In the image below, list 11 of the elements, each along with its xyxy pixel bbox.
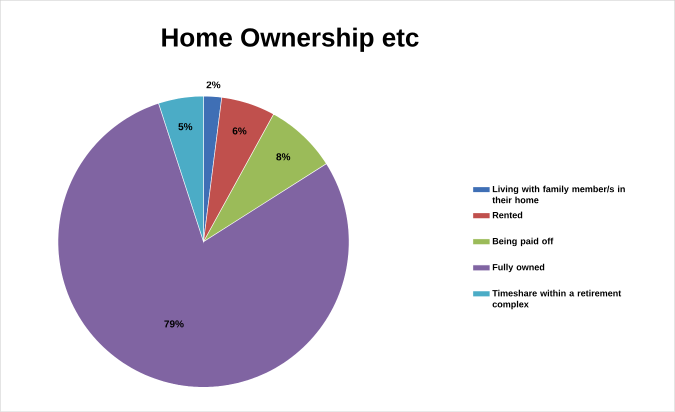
data-label: 79% <box>164 320 184 328</box>
data-label: 2% <box>206 81 220 88</box>
chart-title: Home Ownership etc <box>162 28 419 52</box>
legend-label: Living with family member/s in their home <box>492 186 625 204</box>
legend-label: Timeshare within a retirement complex <box>492 290 622 310</box>
data-label: 8% <box>276 153 290 160</box>
data-label: 5% <box>178 123 192 130</box>
legend-label: Fully owned <box>492 264 544 272</box>
data-label: 6% <box>232 128 246 135</box>
legend-label: Being paid off <box>492 238 554 246</box>
legend-label: Rented <box>492 212 522 218</box>
